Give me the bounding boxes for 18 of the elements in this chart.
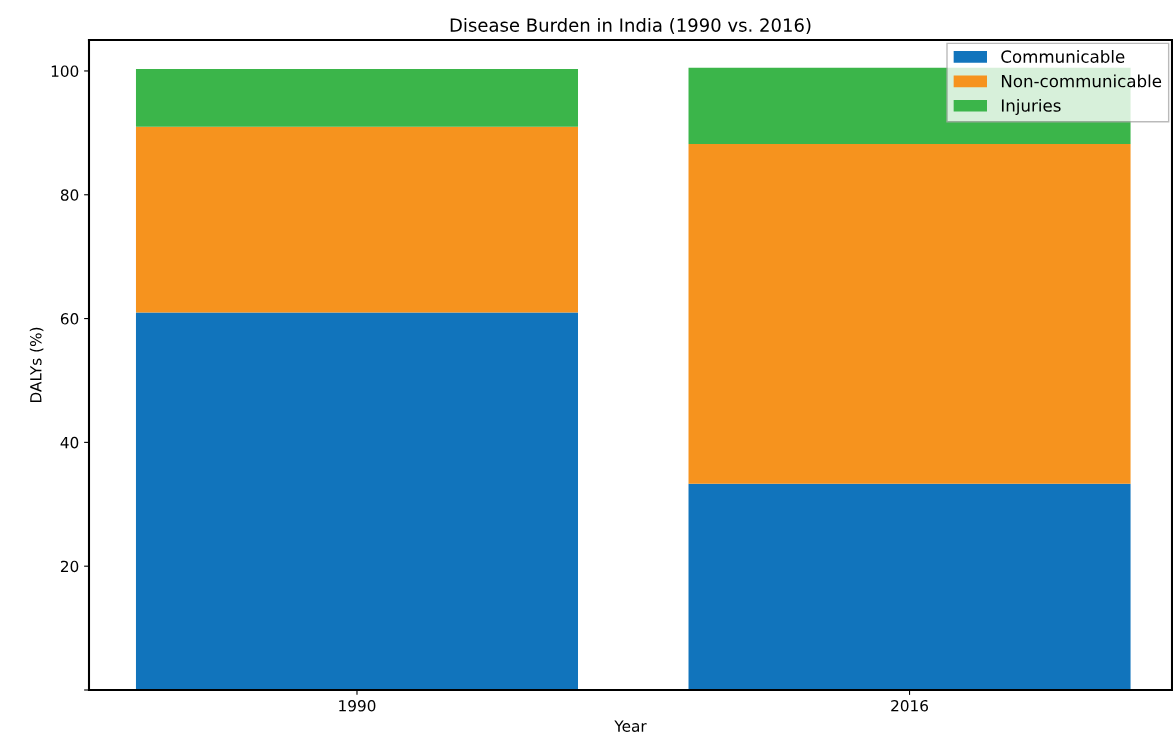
y-tick-label: 80 [60,189,79,201]
chart-title: Disease Burden in India (1990 vs. 2016) [450,17,811,35]
x-tick-label: 2016 [891,699,929,712]
bar [135,126,579,313]
y-tick-label: 20 [60,560,79,573]
bar [135,312,579,690]
x-tick-label: 1990 [339,699,376,712]
x-axis-title: Year [614,720,647,732]
bar [688,144,1131,484]
legend-label: Communicable [1001,50,1125,63]
legend-label: Injuries [1001,98,1061,116]
y-axis-title: DALYs (%) [29,327,44,403]
bar [135,69,579,127]
legend-label: Non-communicable [1001,74,1162,88]
y-tick-label: 60 [60,313,79,325]
y-tick-label: 40 [60,436,79,449]
y-tick-label: 100 [51,65,79,77]
bar [688,483,1131,690]
